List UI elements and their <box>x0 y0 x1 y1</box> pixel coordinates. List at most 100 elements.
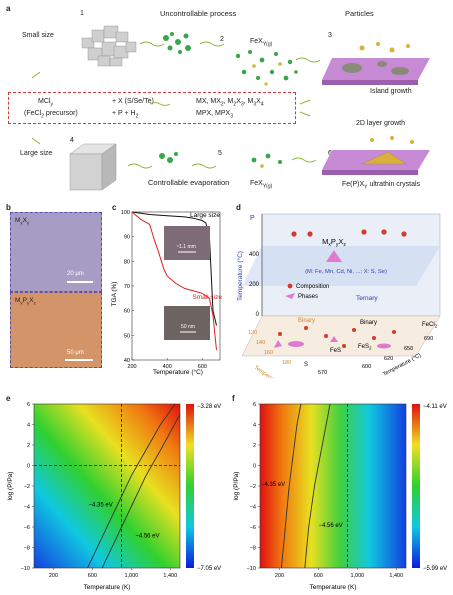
panel-c-inset-1 <box>164 226 210 260</box>
panel-c-ytick-label: 60 <box>124 309 130 315</box>
panel-d-z-tick-200: 200 <box>249 282 260 288</box>
fex-bottom-label: FeXY(g) <box>250 180 273 190</box>
panel-d-binary-left: Binary <box>298 318 315 324</box>
panel-e-ytick-label: −8 <box>24 546 30 552</box>
panel-e-ylabel: log (P/Pa) <box>7 472 14 501</box>
panel-e-cb-bottom: −7.05 eV <box>197 566 221 572</box>
panel-e-xtick-label: 200 <box>49 573 58 579</box>
panel-d-title: MxPyXz <box>322 237 346 248</box>
step-3: 3 <box>328 32 332 39</box>
panel-e-chart: −10 −8 −6 −4 −2 0 2 4 6 200 600 1,000 1,400 −4.35 eV −… <box>7 402 221 591</box>
particles-label: Particles <box>345 9 374 18</box>
panel-e-ytick-label: −4 <box>24 505 30 511</box>
panel-d-fecl2: FeCl2 <box>422 322 438 329</box>
panel-b-bottom-scale: 50 μm <box>67 350 84 356</box>
panel-f-ytick-label: −10 <box>247 566 256 572</box>
precursor-line2: (FeCl2 precursor) <box>24 110 78 120</box>
panel-d-z-tick-0: 0 <box>256 312 260 318</box>
panel-f-ytick-label: 4 <box>253 423 256 429</box>
molecules-scatter-image <box>235 50 298 86</box>
panel-d-floor-phases <box>274 336 391 349</box>
panel-b-top-image: MxXy 20 μm <box>10 212 102 292</box>
panel-c-inset-2 <box>164 306 210 340</box>
panel-f-chart: −10 −8 −6 −4 −2 0 2 4 6 200 600 1,000 1,400 −4.35 eV −… <box>233 402 447 591</box>
molecules-bottom-image <box>159 152 178 163</box>
panel-d-binary-right: Binary <box>360 320 377 326</box>
step-1: 1 <box>80 10 84 17</box>
panel-d-fes: FeS <box>330 348 341 354</box>
panel-d-top-points <box>291 229 407 237</box>
panel-f-ytick-label: 6 <box>253 402 256 408</box>
panel-c-small-label: Small size <box>192 294 222 301</box>
panel-f-ytick-label: −6 <box>250 525 256 531</box>
products-line2: MPX, MPX3 <box>196 110 234 120</box>
panel-b-bottom-scalebar <box>65 359 93 361</box>
panel-c-large-label: Large size <box>190 212 220 219</box>
panel-f-ytick-label: −8 <box>250 546 256 552</box>
panel-c-ytick-label: 90 <box>124 235 130 241</box>
panel-d-legend-composition-marker <box>287 283 293 289</box>
layer-growth-image <box>322 136 430 175</box>
reagent1: + X (S/Se/Te) <box>112 98 154 105</box>
panel-e-xtick-label: 1,400 <box>163 573 177 579</box>
panel-f-ytick-label: 0 <box>253 464 256 470</box>
panel-c-chart: TGA (%) Temperature (°C) 40 50 60 70 80 90 100… <box>111 210 222 376</box>
panel-e-xlabel: Temperature (K) <box>84 584 131 591</box>
panel-b-top-scale: 20 μm <box>67 271 84 277</box>
panel-b-letter: b <box>6 203 11 212</box>
panel-e-label-435: −4.35 eV <box>89 503 113 509</box>
panel-e-ytick-label: −6 <box>24 525 30 531</box>
panel-e-contour-456 <box>101 414 181 569</box>
panel-d-subtitle: (M: Fe, Mn, Cd, Ni, ...; X: S, Se) <box>305 269 387 275</box>
layer-growth-label: 2D layer growth <box>356 120 406 127</box>
panel-f-xtick-label: 1,000 <box>350 573 364 579</box>
panel-c-inset1-scale: ~1.1 mm <box>176 244 196 250</box>
panel-c-ytick-label: 70 <box>124 284 130 290</box>
panel-f-cb-top: −4.11 eV <box>423 404 447 410</box>
panel-c-inset2-scale: 50 nm <box>181 324 195 330</box>
panel-d-left-tick-3: 160 <box>264 350 273 356</box>
panel-d-ternary: Ternary <box>356 295 378 302</box>
panel-b-bottom-image: MxPyXz 50 μm <box>10 292 102 368</box>
panel-d-floor-points <box>278 326 396 348</box>
panel-f-xtick-label: 200 <box>275 573 284 579</box>
panel-b-top-scalebar <box>67 281 93 283</box>
panel-e-contour-435 <box>87 403 176 569</box>
panel-d-z-tick-400: 400 <box>249 252 260 258</box>
panel-f-cb-bottom: −5.99 eV <box>423 566 447 572</box>
panel-e-colorbar <box>186 404 194 568</box>
step-6: 6 <box>328 150 332 157</box>
panel-f-contour-435 <box>280 403 302 569</box>
panel-d-left-tick-2: 140 <box>256 340 265 346</box>
panel-c-xlabel: Temperature (°C) <box>153 368 203 376</box>
panel-f-colorbar <box>412 404 420 568</box>
large-size-label: Large size <box>20 150 53 157</box>
panel-d-left-tick-1: 120 <box>248 330 257 336</box>
panel-f-letter: f <box>232 394 235 403</box>
panel-c-ylabel: TGA (%) <box>111 282 118 307</box>
panel-c-xtick-label: 600 <box>198 364 207 370</box>
panel-e-ytick-label: 0 <box>27 464 30 470</box>
panel-f-label-456: −4.56 eV <box>319 523 343 529</box>
panel-b-top-label: MxXy <box>15 217 30 226</box>
panel-f-xtick-label: 1,400 <box>389 573 403 579</box>
panel-d-right-tick-3: 650 <box>404 346 413 352</box>
step-2: 2 <box>220 36 224 43</box>
panel-c-ytick-label: 100 <box>121 210 130 216</box>
uncontrollable-label: Uncontrollable process <box>160 9 237 18</box>
arrows-overlay <box>31 41 321 169</box>
reagent2: + P + H2 <box>112 110 139 120</box>
panel-e-ytick-label: −10 <box>21 566 30 572</box>
panel-d-left-axis-title: Temperature (°C) <box>253 365 291 378</box>
panel-f-ytick-label: 2 <box>253 443 256 449</box>
panel-e-ytick-label: 6 <box>27 402 30 408</box>
panel-c-ytick-label: 80 <box>124 259 130 265</box>
panel-d-axis-p: P <box>250 215 255 222</box>
panel-f-xtick-label: 600 <box>314 573 323 579</box>
panel-e-heatmap <box>34 404 180 568</box>
panel-c-series-small <box>131 211 217 351</box>
panel-d-right-tick-1: 600 <box>362 364 371 370</box>
precursor-line1: MCly <box>38 98 53 108</box>
panel-d-right-tick-2: 620 <box>384 356 393 362</box>
panel-d-left-tick-4: 180 <box>282 360 291 366</box>
